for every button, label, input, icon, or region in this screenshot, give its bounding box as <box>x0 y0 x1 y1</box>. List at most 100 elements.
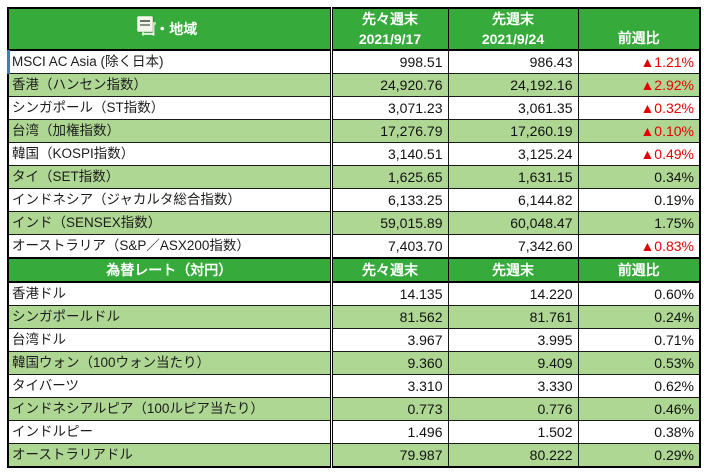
cell-prev1: 1,631.15 <box>447 165 579 189</box>
cell-name: 韓国ウォン（100ウォン当たり） <box>7 351 333 375</box>
cell-prev1: 80.222 <box>447 443 579 468</box>
index-row: 香港（ハンセン指数） 24,920.76 24,192.16 ▲2.92% <box>7 73 701 97</box>
cell-prev2: 14.135 <box>330 281 449 306</box>
cell-prev2: 6,133.25 <box>330 188 449 212</box>
fx-col-prev2-header: 先々週末 <box>330 257 449 283</box>
indices-title-cell: 国・地域 <box>7 7 333 51</box>
cell-prev2: 81.562 <box>330 305 449 329</box>
cell-prev1: 3,061.35 <box>447 96 579 120</box>
cell-prev1: 3.330 <box>447 374 579 398</box>
cell-name: インドネシアルピア（100ルピア当たり） <box>7 397 333 421</box>
cell-prev2: 24,920.76 <box>330 73 449 97</box>
cell-name: インド（SENSEX指数） <box>7 211 333 235</box>
cell-name: 香港（ハンセン指数） <box>7 73 333 97</box>
cell-name: インドネシア（ジャカルタ総合指数） <box>7 188 333 212</box>
col-prev2-header: 先々週末 2021/9/17 <box>330 7 449 51</box>
indices-header: 国・地域 先々週末 2021/9/17 先週末 2021/9/24 前週比 <box>7 7 701 51</box>
fx-row: インドルピー 1.496 1.502 0.38% <box>7 420 701 444</box>
cell-name: タイ（SET指数） <box>7 165 333 189</box>
cell-name: オーストラリア（S&P／ASX200指数） <box>7 234 333 259</box>
col-change-header: 前週比 <box>577 7 701 51</box>
col-prev2-label: 先々週末 <box>362 11 418 27</box>
fx-row: 台湾ドル 3.967 3.995 0.71% <box>7 328 701 352</box>
index-row: 台湾（加権指数） 17,276.79 17,260.19 ▲0.10% <box>7 119 701 143</box>
cell-prev1: 17,260.19 <box>447 119 579 143</box>
index-row: シンガポール（ST指数） 3,071.23 3,061.35 ▲0.32% <box>7 96 701 120</box>
indices-title: 国・地域 <box>141 20 198 37</box>
cell-prev2: 3,071.23 <box>330 96 449 120</box>
col-prev2-date: 2021/9/17 <box>358 31 422 47</box>
fx-col-change-header: 前週比 <box>577 257 701 283</box>
index-row: タイ（SET指数） 1,625.65 1,631.15 0.34% <box>7 165 701 189</box>
cell-prev1: 24,192.16 <box>447 73 579 97</box>
cell-change: ▲2.92% <box>577 73 701 97</box>
cell-change: ▲0.49% <box>577 142 701 166</box>
cell-prev1: 3,125.24 <box>447 142 579 166</box>
cell-prev2: 998.51 <box>330 49 449 74</box>
cell-prev2: 0.773 <box>330 397 449 421</box>
fx-row: 韓国ウォン（100ウォン当たり） 9.360 9.409 0.53% <box>7 351 701 375</box>
cell-change: 0.38% <box>577 420 701 444</box>
index-row: 韓国（KOSPI指数） 3,140.51 3,125.24 ▲0.49% <box>7 142 701 166</box>
cell-prev2: 1.496 <box>330 420 449 444</box>
cell-prev2: 7,403.70 <box>330 234 449 259</box>
index-row: MSCI AC Asia (除く日本) 998.51 986.43 ▲1.21% <box>7 49 701 74</box>
cell-name: インドルピー <box>7 420 333 444</box>
cell-prev2: 17,276.79 <box>330 119 449 143</box>
cell-prev2: 59,015.89 <box>330 211 449 235</box>
cell-name: シンガポールドル <box>7 305 333 329</box>
cell-prev1: 6,144.82 <box>447 188 579 212</box>
col-prev1-header: 先週末 2021/9/24 <box>447 7 579 51</box>
col-prev1-date: 2021/9/24 <box>481 31 545 47</box>
cell-prev1: 3.995 <box>447 328 579 352</box>
indices-header-row: 国・地域 先々週末 2021/9/17 先週末 2021/9/24 前週比 <box>7 7 701 51</box>
fx-col-prev1-header: 先週末 <box>447 257 579 283</box>
cell-change: 0.24% <box>577 305 701 329</box>
cell-prev2: 3,140.51 <box>330 142 449 166</box>
cell-name: 香港ドル <box>7 281 333 306</box>
index-row: オーストラリア（S&P／ASX200指数） 7,403.70 7,342.60 … <box>7 234 701 259</box>
fx-row: インドネシアルピア（100ルピア当たり） 0.773 0.776 0.46% <box>7 397 701 421</box>
indices-rows: MSCI AC Asia (除く日本) 998.51 986.43 ▲1.21%… <box>7 49 701 259</box>
cell-prev1: 60,048.47 <box>447 211 579 235</box>
cell-prev2: 79.987 <box>330 443 449 468</box>
cell-name: MSCI AC Asia (除く日本) <box>7 49 333 74</box>
cell-name: オーストラリアドル <box>7 443 333 468</box>
fx-row: 香港ドル 14.135 14.220 0.60% <box>7 281 701 306</box>
cell-prev1: 14.220 <box>447 281 579 306</box>
cell-prev1: 1.502 <box>447 420 579 444</box>
market-summary-table: 国・地域 先々週末 2021/9/17 先週末 2021/9/24 前週比 MS… <box>7 7 701 468</box>
cell-prev2: 9.360 <box>330 351 449 375</box>
cell-prev1: 81.761 <box>447 305 579 329</box>
cell-change: 0.19% <box>577 188 701 212</box>
fx-header-row: 為替レート（対円） 先々週末 先週末 前週比 <box>7 257 701 283</box>
cell-prev2: 3.310 <box>330 374 449 398</box>
col-prev1-label: 先週末 <box>492 11 534 27</box>
cell-change: ▲0.10% <box>577 119 701 143</box>
cell-name: シンガポール（ST指数） <box>7 96 333 120</box>
cell-change: ▲0.32% <box>577 96 701 120</box>
active-cell-indicator <box>7 50 10 74</box>
cell-change: 0.53% <box>577 351 701 375</box>
cell-name: 台湾（加権指数） <box>7 119 333 143</box>
col-change-label: 前週比 <box>617 30 660 46</box>
cell-name: 台湾ドル <box>7 328 333 352</box>
cell-change: 0.29% <box>577 443 701 468</box>
cell-prev2: 1,625.65 <box>330 165 449 189</box>
fx-row: オーストラリアドル 79.987 80.222 0.29% <box>7 443 701 468</box>
cell-change: 0.34% <box>577 165 701 189</box>
cell-name: 韓国（KOSPI指数） <box>7 142 333 166</box>
cell-prev2: 3.967 <box>330 328 449 352</box>
fx-row: タイバーツ 3.310 3.330 0.62% <box>7 374 701 398</box>
fx-header: 為替レート（対円） 先々週末 先週末 前週比 <box>7 257 701 283</box>
index-row: インドネシア（ジャカルタ総合指数） 6,133.25 6,144.82 0.19… <box>7 188 701 212</box>
cell-name: タイバーツ <box>7 374 333 398</box>
cell-change: 0.71% <box>577 328 701 352</box>
clipboard-paste-icon <box>137 16 156 32</box>
fx-title-cell: 為替レート（対円） <box>7 257 333 283</box>
cell-prev1: 0.776 <box>447 397 579 421</box>
cell-change: 0.62% <box>577 374 701 398</box>
index-row: インド（SENSEX指数） 59,015.89 60,048.47 1.75% <box>7 211 701 235</box>
asia-markets-table: 国・地域 先々週末 2021/9/17 先週末 2021/9/24 前週比 MS… <box>7 7 701 468</box>
cell-prev1: 986.43 <box>447 49 579 74</box>
